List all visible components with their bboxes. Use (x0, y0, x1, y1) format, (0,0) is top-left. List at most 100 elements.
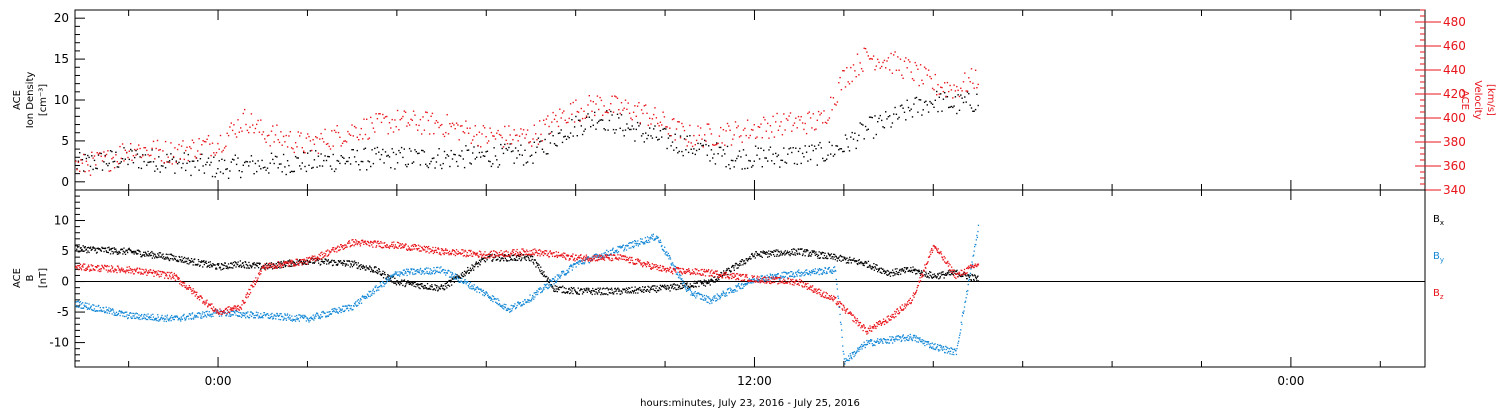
data-point (513, 258, 516, 260)
data-point (711, 302, 713, 304)
data-point (643, 141, 645, 143)
data-point (841, 329, 843, 331)
data-point (702, 282, 704, 284)
data-point (406, 165, 408, 168)
data-point (244, 315, 246, 317)
data-point (448, 270, 450, 272)
data-point (957, 94, 959, 96)
data-point (229, 170, 231, 172)
data-point (401, 272, 403, 274)
data-point (659, 130, 662, 132)
data-point (558, 276, 561, 278)
data-point (701, 298, 703, 300)
data-point (233, 311, 236, 313)
data-point (545, 153, 548, 155)
data-point (894, 268, 896, 270)
data-point (378, 151, 380, 153)
data-point (167, 161, 169, 163)
data-point (180, 320, 182, 322)
data-point (94, 249, 97, 251)
data-point (119, 252, 121, 254)
data-point (957, 89, 959, 91)
data-point (780, 250, 782, 252)
data-point (647, 290, 650, 292)
data-point (240, 127, 242, 129)
data-point (236, 310, 238, 313)
data-point (245, 123, 247, 126)
data-point (504, 125, 506, 128)
data-point (612, 247, 614, 249)
data-point (848, 258, 850, 260)
data-point (296, 314, 298, 317)
data-point (505, 139, 507, 141)
data-point (76, 301, 78, 303)
data-point (590, 126, 592, 128)
data-point (745, 262, 747, 264)
data-point (658, 240, 660, 242)
data-point (840, 148, 843, 150)
data-point (404, 164, 407, 166)
data-point (443, 150, 446, 153)
data-point (892, 336, 894, 338)
data-point (572, 135, 574, 137)
data-point (128, 247, 130, 249)
data-point (463, 270, 466, 272)
data-point (941, 349, 944, 351)
data-point (756, 254, 758, 257)
data-point (659, 121, 662, 123)
data-point (944, 82, 946, 84)
data-point (325, 259, 327, 261)
data-point (962, 101, 965, 104)
data-point (649, 291, 651, 293)
data-point (832, 155, 835, 157)
data-point (284, 166, 286, 168)
data-point (81, 265, 83, 268)
data-point (635, 128, 637, 131)
data-point (93, 247, 96, 249)
data-point (693, 282, 695, 284)
data-point (724, 153, 726, 155)
data-point (272, 316, 274, 318)
data-point (756, 154, 758, 156)
data-point (116, 253, 119, 255)
data-point (893, 271, 895, 273)
data-point (721, 142, 723, 144)
data-point (897, 118, 899, 120)
data-point (593, 254, 595, 256)
data-point (410, 268, 412, 270)
data-point (921, 341, 923, 343)
data-point (139, 147, 141, 150)
data-point (879, 338, 881, 341)
data-point (862, 344, 864, 346)
data-point (694, 280, 696, 282)
data-point (176, 163, 179, 165)
data-point (852, 259, 855, 261)
data-point (291, 315, 293, 317)
data-point (875, 264, 877, 266)
data-point (172, 155, 175, 158)
data-point (725, 292, 727, 294)
data-point (240, 312, 242, 314)
data-point (506, 308, 508, 310)
data-point (816, 253, 818, 256)
data-point (90, 264, 92, 266)
data-point (235, 266, 237, 268)
data-point (740, 288, 742, 290)
data-point (231, 158, 234, 160)
data-point (807, 160, 809, 162)
data-point (423, 284, 425, 287)
data-point (942, 271, 944, 273)
data-point (699, 280, 701, 283)
data-point (578, 263, 580, 265)
data-point (478, 131, 481, 133)
data-point (725, 270, 727, 272)
data-point (453, 124, 455, 126)
data-point (159, 171, 161, 173)
data-point (435, 120, 438, 122)
data-point (202, 311, 204, 313)
data-point (426, 270, 428, 273)
data-point (135, 154, 137, 156)
data-point (161, 254, 163, 256)
data-point (715, 297, 717, 299)
data-point (887, 57, 890, 59)
